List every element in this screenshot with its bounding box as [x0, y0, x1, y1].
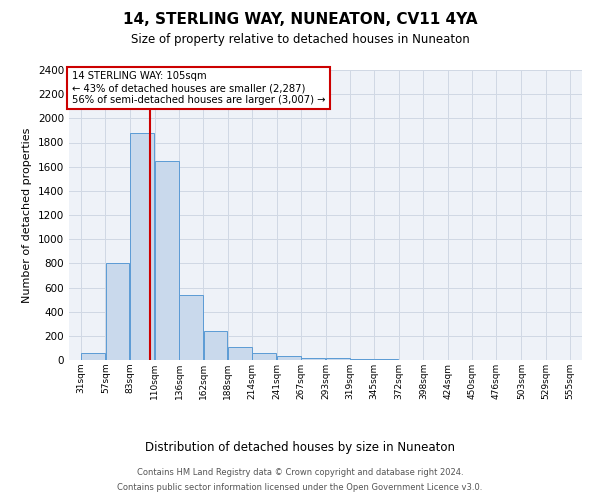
Bar — [203, 331, 227, 360]
Text: Distribution of detached houses by size in Nuneaton: Distribution of detached houses by size … — [145, 441, 455, 454]
Text: Contains HM Land Registry data © Crown copyright and database right 2024.: Contains HM Land Registry data © Crown c… — [137, 468, 463, 477]
Text: Size of property relative to detached houses in Nuneaton: Size of property relative to detached ho… — [131, 32, 469, 46]
Bar — [350, 359, 374, 360]
Bar — [252, 353, 276, 360]
Bar — [228, 346, 251, 360]
Bar — [326, 358, 350, 360]
Text: 14, STERLING WAY, NUNEATON, CV11 4YA: 14, STERLING WAY, NUNEATON, CV11 4YA — [123, 12, 477, 28]
Bar — [179, 296, 203, 360]
Bar — [155, 160, 179, 360]
Text: 14 STERLING WAY: 105sqm
← 43% of detached houses are smaller (2,287)
56% of semi: 14 STERLING WAY: 105sqm ← 43% of detache… — [71, 72, 325, 104]
Bar — [301, 358, 325, 360]
Y-axis label: Number of detached properties: Number of detached properties — [22, 128, 32, 302]
Bar — [130, 133, 154, 360]
Text: Contains public sector information licensed under the Open Government Licence v3: Contains public sector information licen… — [118, 483, 482, 492]
Bar — [82, 353, 105, 360]
Bar — [106, 264, 130, 360]
Bar — [277, 356, 301, 360]
